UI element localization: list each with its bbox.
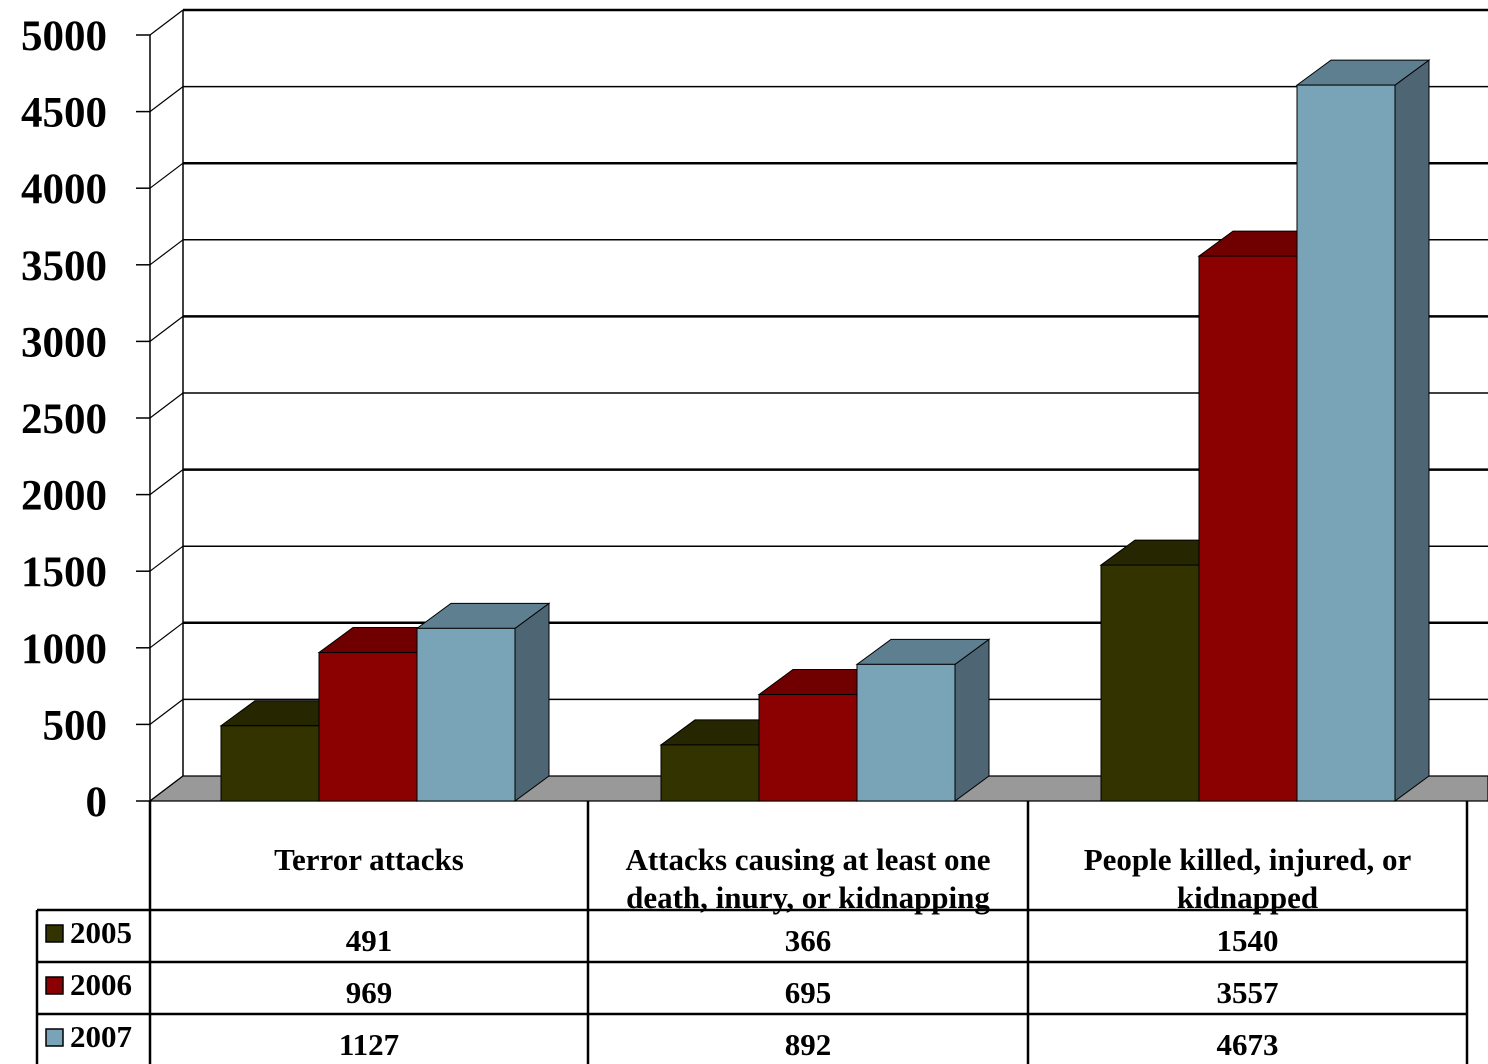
bar [1100,564,1200,802]
data-label: 491 [346,923,393,958]
category-label: Terror attacks [274,842,464,877]
y-tick-label: 3500 [21,243,107,290]
y-tick-label: 2500 [21,396,107,443]
y-tick-label: 1500 [21,549,107,596]
y-tick-label: 1000 [21,626,107,673]
side-wall-line [149,86,184,113]
data-label: 1540 [1217,923,1279,958]
data-label: 695 [785,975,832,1010]
bar [318,652,418,802]
legend-key [45,1028,64,1047]
y-tick-label: 0 [86,779,108,826]
side-wall-line [149,9,184,36]
bar-side [954,638,990,802]
side-wall-line [149,392,184,419]
y-tick-label: 5000 [21,13,107,60]
y-tick-label: 3000 [21,319,107,366]
y-tick-label: 4500 [21,90,107,137]
bar-side [514,602,550,802]
legend-key [45,976,64,995]
side-wall-line [149,698,184,725]
data-label: 892 [785,1027,832,1062]
legend-label: 2006 [70,967,132,1002]
data-label: 1127 [339,1027,399,1062]
category-label: People killed, injured, or [1084,842,1412,877]
legend-label: 2007 [70,1019,132,1054]
y-tick-label: 2000 [21,473,107,520]
side-wall-line [149,162,184,189]
bar [758,694,858,802]
y-tick-label: 4000 [21,166,107,213]
bar [220,725,320,802]
data-label: 969 [346,975,393,1010]
data-label: 4673 [1217,1027,1279,1062]
bar-side [1394,59,1430,802]
side-wall-line [149,469,184,496]
bar [1296,84,1396,802]
bar [660,744,760,802]
data-label: 3557 [1217,975,1279,1010]
y-tick-label: 500 [43,702,108,749]
category-label: Attacks causing at least one [625,842,990,877]
legend-key [45,924,64,943]
side-wall-line [149,545,184,572]
side-wall-line [149,239,184,266]
bar [856,663,956,802]
side-wall-line [149,622,184,649]
legend-label: 2005 [70,915,132,950]
side-wall-line [149,315,184,342]
bar [416,627,516,802]
bar [1198,255,1298,802]
data-label: 366 [785,923,832,958]
